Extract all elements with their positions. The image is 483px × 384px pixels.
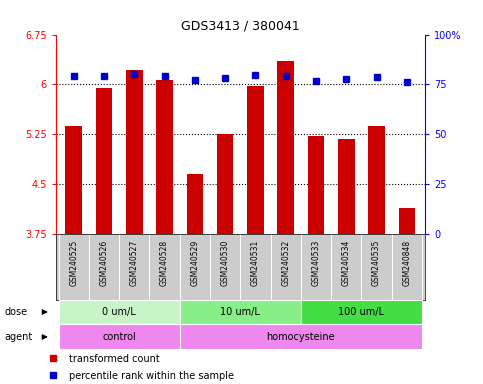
Bar [58, 324, 180, 349]
Text: GSM240534: GSM240534 [342, 240, 351, 286]
Text: GSM240525: GSM240525 [69, 240, 78, 286]
Bar [126, 70, 142, 234]
Bar [247, 86, 264, 234]
Text: GSM240529: GSM240529 [190, 240, 199, 286]
Bar [180, 324, 422, 349]
Text: GSM240526: GSM240526 [99, 240, 109, 286]
Bar [156, 81, 173, 234]
Text: 10 um/L: 10 um/L [220, 307, 260, 317]
Text: GSM240527: GSM240527 [130, 240, 139, 286]
Text: homocysteine: homocysteine [267, 332, 335, 342]
Bar [277, 61, 294, 234]
Text: percentile rank within the sample: percentile rank within the sample [69, 371, 234, 381]
Text: agent: agent [5, 332, 33, 342]
Bar [65, 126, 82, 234]
Text: GSM240533: GSM240533 [312, 240, 321, 286]
Text: 0 um/L: 0 um/L [102, 307, 136, 317]
Bar [368, 126, 385, 234]
Bar [180, 300, 301, 324]
Text: GSM240530: GSM240530 [221, 240, 229, 286]
Bar [58, 300, 180, 324]
Title: GDS3413 / 380041: GDS3413 / 380041 [181, 19, 299, 32]
Text: GSM240528: GSM240528 [160, 240, 169, 286]
Text: control: control [102, 332, 136, 342]
Bar [398, 208, 415, 234]
Text: 100 um/L: 100 um/L [339, 307, 384, 317]
Text: GSM240532: GSM240532 [281, 240, 290, 286]
Bar [186, 174, 203, 234]
Bar [96, 88, 113, 234]
Bar [301, 300, 422, 324]
Text: GSM240531: GSM240531 [251, 240, 260, 286]
Bar [338, 139, 355, 234]
Text: transformed count: transformed count [69, 354, 159, 364]
Text: GSM240535: GSM240535 [372, 240, 381, 286]
Bar [308, 136, 325, 234]
Text: dose: dose [5, 307, 28, 317]
Text: GSM240848: GSM240848 [402, 240, 412, 286]
Bar [217, 134, 233, 234]
